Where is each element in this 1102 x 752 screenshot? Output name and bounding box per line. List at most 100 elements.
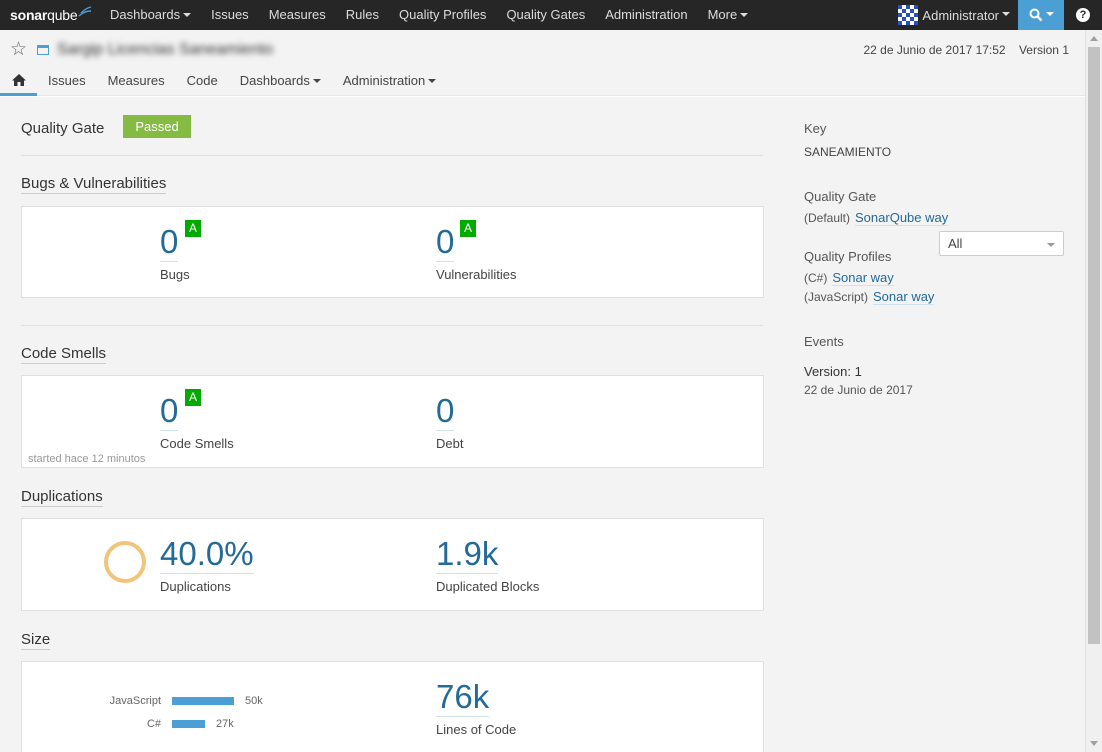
- key-label: Key: [804, 121, 827, 136]
- nav-administration[interactable]: Administration: [595, 0, 697, 30]
- debt-value[interactable]: 0: [436, 392, 455, 431]
- chevron-down-icon: [428, 78, 437, 83]
- size-title: Size: [21, 631, 51, 650]
- code-smells-panel: 0 Code Smells A 0 Debt started hace 12 m…: [21, 375, 764, 468]
- duplicated-blocks-label: Duplicated Blocks: [436, 579, 540, 594]
- profile-language: (C#): [804, 271, 828, 285]
- duplications-measure[interactable]: 40.0% Duplications: [160, 536, 254, 594]
- events-label: Events: [804, 334, 844, 349]
- event-date: 22 de Junio de 2017: [804, 383, 913, 397]
- help-button[interactable]: ?: [1064, 0, 1102, 30]
- nav-label: Quality Gates: [506, 7, 586, 22]
- bugs-value[interactable]: 0: [160, 223, 179, 262]
- chevron-down-icon: [1002, 12, 1010, 16]
- profile-language: (JavaScript): [804, 290, 869, 304]
- nav-more[interactable]: More: [698, 0, 759, 30]
- nav-label: More: [707, 7, 738, 22]
- divider: [21, 155, 763, 156]
- language-count: 27k: [216, 718, 234, 730]
- duplications-title: Duplications: [21, 488, 103, 507]
- analysis-date: 22 de Junio de 2017 17:52: [863, 43, 1006, 57]
- language-name: C#: [146, 718, 161, 730]
- project-name[interactable]: Sargip Licencias Saneamiento: [57, 40, 274, 58]
- duplications-value[interactable]: 40.0%: [160, 535, 254, 574]
- quality-gate-block: Quality Gate (Default) SonarQube way: [804, 189, 949, 226]
- bugs-measure[interactable]: 0 Bugs: [160, 224, 190, 282]
- chevron-down-icon: [183, 12, 192, 17]
- tab-label: Code: [186, 73, 218, 88]
- tab-dashboards[interactable]: Dashboards: [229, 66, 332, 96]
- quality-gate-link[interactable]: SonarQube way: [855, 210, 949, 226]
- tab-label: Administration: [342, 73, 426, 88]
- duplicated-blocks-measure[interactable]: 1.9k Duplicated Blocks: [436, 536, 539, 594]
- language-row-csharp[interactable]: C# 27k: [22, 718, 234, 730]
- chevron-down-icon: [312, 78, 321, 83]
- nav-label: Issues: [211, 7, 249, 22]
- nav-dashboards[interactable]: Dashboards: [100, 0, 201, 30]
- nav-label: Quality Profiles: [399, 7, 487, 22]
- code-smells-value[interactable]: 0: [160, 392, 179, 431]
- nav-label: Dashboards: [110, 7, 181, 22]
- project-nav: Issues Measures Code Dashboards Administrati…: [0, 66, 447, 96]
- project-overview: Quality Gate Passed Bugs & Vulnerabiliti…: [0, 97, 1085, 752]
- sonarqube-logo[interactable]: sonar qube: [0, 0, 100, 30]
- chevron-down-icon: [1045, 12, 1054, 16]
- tab-home[interactable]: [0, 66, 37, 96]
- favorite-star-icon[interactable]: ☆: [10, 39, 28, 60]
- quality-profiles-block: Quality Profiles (C#) Sonar way (JavaScri…: [804, 249, 935, 305]
- nav-label: Administration: [605, 7, 688, 22]
- code-smells-measure[interactable]: 0 Code Smells: [160, 393, 234, 451]
- search-button[interactable]: [1018, 0, 1064, 30]
- project-context-bar: ☆ Sargip Licencias Saneamiento 22 de Jun…: [0, 30, 1085, 96]
- language-row-javascript[interactable]: JavaScript 50k: [22, 695, 263, 707]
- lines-of-code-label: Lines of Code: [436, 722, 517, 737]
- vulnerabilities-rating-badge[interactable]: A: [460, 220, 476, 237]
- debt-label: Debt: [436, 436, 464, 451]
- vulnerabilities-value[interactable]: 0: [436, 223, 455, 262]
- key-value: SANEAMIENTO: [804, 145, 892, 159]
- scroll-down-arrow-icon[interactable]: [1090, 741, 1098, 746]
- tab-code[interactable]: Code: [176, 66, 229, 96]
- events-filter-select[interactable]: All: [939, 231, 1064, 256]
- tab-measures[interactable]: Measures: [97, 66, 176, 96]
- duplications-label: Duplications: [160, 579, 231, 594]
- code-smells-rating-badge[interactable]: A: [185, 389, 201, 406]
- tab-issues[interactable]: Issues: [37, 66, 97, 96]
- top-navbar: sonar qube Dashboards Issues Measures Rules Q…: [0, 0, 1102, 30]
- bugs-rating-badge[interactable]: A: [185, 220, 201, 237]
- debt-measure[interactable]: 0 Debt: [436, 393, 463, 451]
- quality-gate-label: Quality Gate: [804, 189, 877, 204]
- event-title: Version: 1: [804, 364, 862, 379]
- project-icon: [37, 44, 50, 55]
- quality-gate-title: Quality Gate: [21, 120, 105, 137]
- scrollbar-thumb[interactable]: [1088, 47, 1100, 644]
- duplicated-blocks-value[interactable]: 1.9k: [436, 535, 499, 574]
- code-smells-title: Code Smells: [21, 345, 107, 364]
- lines-of-code-measure[interactable]: 76k Lines of Code: [436, 679, 516, 737]
- user-menu[interactable]: Administrator: [892, 0, 1018, 30]
- quality-profile-link-csharp[interactable]: Sonar way: [832, 270, 894, 286]
- tab-label: Issues: [48, 73, 86, 88]
- bugs-label: Bugs: [160, 267, 190, 282]
- bugs-vulnerabilities-panel: 0 Bugs A 0 Vulnerabilities A: [21, 206, 764, 298]
- events-filter-value: All: [948, 236, 963, 251]
- leak-period-start: started hace 12 minutos: [28, 453, 146, 465]
- nav-label: Measures: [268, 7, 326, 22]
- nav-issues[interactable]: Issues: [201, 0, 259, 30]
- nav-quality-profiles[interactable]: Quality Profiles: [389, 0, 496, 30]
- language-name: JavaScript: [109, 695, 161, 707]
- tab-administration[interactable]: Administration: [332, 66, 447, 96]
- help-icon: ?: [1076, 8, 1090, 22]
- nav-rules[interactable]: Rules: [336, 0, 389, 30]
- lines-of-code-value[interactable]: 76k: [436, 678, 490, 717]
- vertical-scrollbar[interactable]: [1085, 30, 1102, 752]
- event-item: Version: 1 22 de Junio de 2017: [804, 364, 913, 397]
- nav-label: Rules: [345, 7, 380, 22]
- vulnerabilities-measure[interactable]: 0 Vulnerabilities: [436, 224, 516, 282]
- chevron-down-icon: [1047, 243, 1055, 247]
- quality-profile-link-javascript[interactable]: Sonar way: [873, 289, 935, 305]
- nav-quality-gates[interactable]: Quality Gates: [496, 0, 595, 30]
- nav-measures[interactable]: Measures: [259, 0, 336, 30]
- scroll-up-arrow-icon[interactable]: [1090, 36, 1098, 41]
- code-smells-label: Code Smells: [160, 436, 234, 451]
